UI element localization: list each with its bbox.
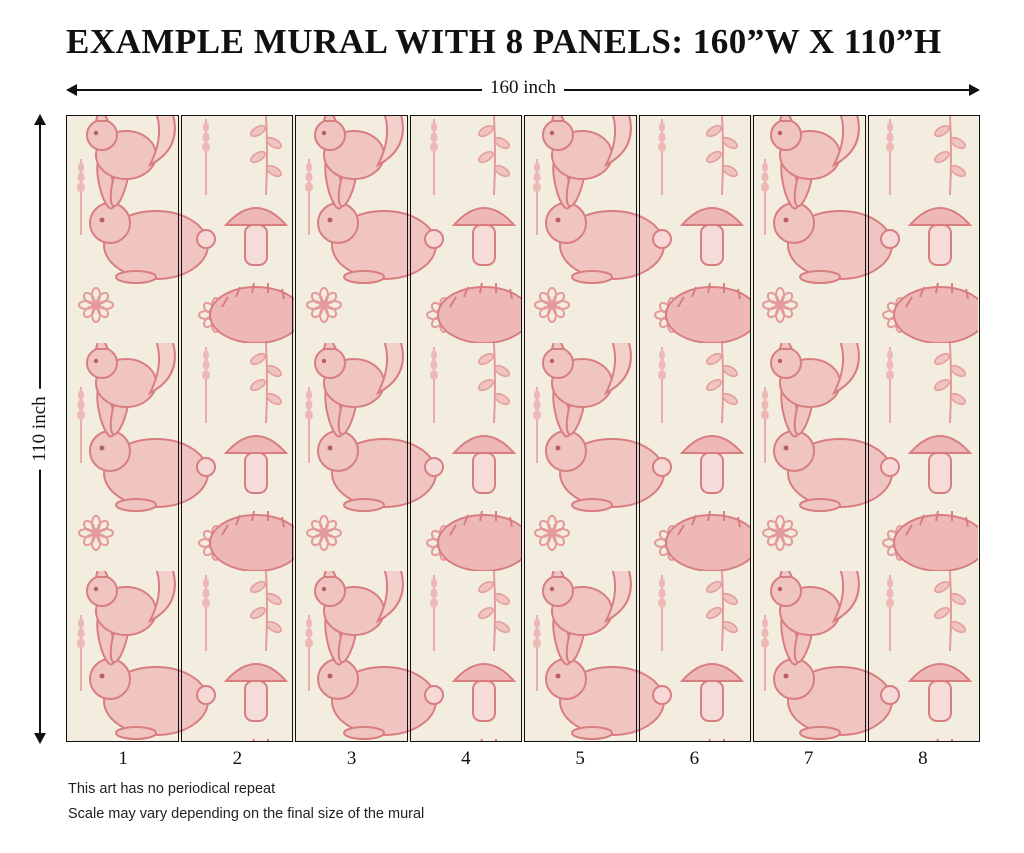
panel-7 xyxy=(753,115,866,742)
height-label: 110 inch xyxy=(29,388,51,470)
width-indicator: 160 inch xyxy=(66,77,980,99)
mural-artwork xyxy=(66,115,980,742)
arrow-left-icon xyxy=(66,84,77,96)
panel-3 xyxy=(295,115,408,742)
note-no-repeat: This art has no periodical repeat xyxy=(68,781,276,797)
page-title: EXAMPLE MURAL WITH 8 PANELS: 160”W X 110… xyxy=(66,22,942,61)
panel-numbers: 1 2 3 4 5 6 7 8 xyxy=(66,748,980,770)
width-label: 160 inch xyxy=(482,77,564,99)
panel-1 xyxy=(66,115,179,742)
panel-5 xyxy=(524,115,637,742)
panel-number: 7 xyxy=(803,748,814,769)
panel-number: 6 xyxy=(689,748,700,769)
note-scale: Scale may vary depending on the final si… xyxy=(68,806,425,822)
mural-preview xyxy=(66,115,980,742)
panel-number: 4 xyxy=(461,748,471,769)
panel-dividers xyxy=(66,115,980,742)
panel-number: 2 xyxy=(232,748,243,769)
panel-6 xyxy=(638,115,751,742)
panel-number: 5 xyxy=(575,748,585,769)
height-indicator: 110 inch xyxy=(29,114,51,744)
arrow-up-icon xyxy=(34,114,46,125)
panel-2 xyxy=(180,115,293,742)
panel-8 xyxy=(867,115,980,742)
arrow-right-icon xyxy=(969,84,980,96)
panel-4 xyxy=(409,115,522,742)
arrow-down-icon xyxy=(34,733,46,744)
panel-number: 8 xyxy=(918,748,928,769)
panel-number: 3 xyxy=(346,748,357,769)
panel-number: 1 xyxy=(118,748,128,769)
